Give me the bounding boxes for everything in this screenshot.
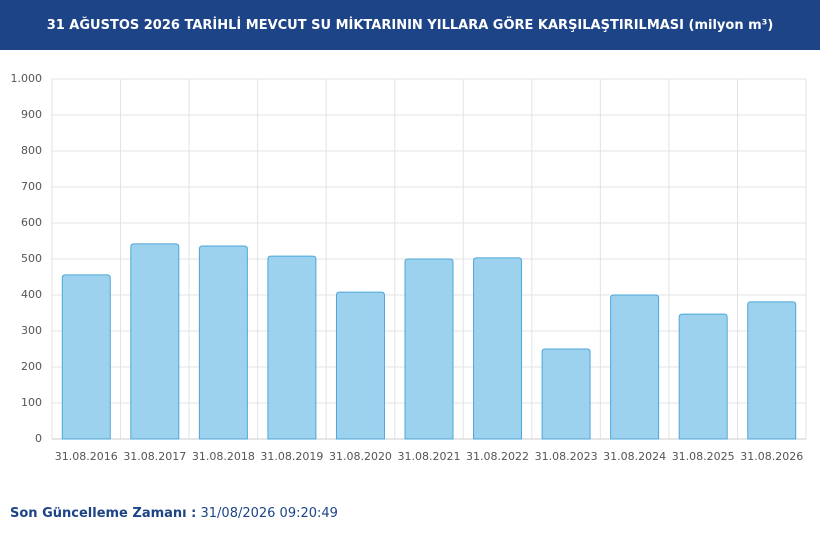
x-tick-label: 31.08.2024 xyxy=(603,450,666,463)
footer-label: Son Güncelleme Zamanı : xyxy=(10,506,197,521)
x-tick-label: 31.08.2026 xyxy=(740,450,803,463)
bar xyxy=(747,301,797,440)
y-tick-label: 0 xyxy=(35,432,42,445)
y-tick-label: 900 xyxy=(21,108,42,121)
x-tick-label: 31.08.2025 xyxy=(672,450,735,463)
bar xyxy=(335,291,385,440)
y-tick-label: 800 xyxy=(21,144,42,157)
footer: Son Güncelleme Zamanı : 31/08/2026 09:20… xyxy=(10,506,338,521)
bar xyxy=(198,245,248,440)
y-tick-label: 700 xyxy=(21,180,42,193)
y-tick-label: 600 xyxy=(21,216,42,229)
y-tick-label: 100 xyxy=(21,396,42,409)
x-tick-label: 31.08.2022 xyxy=(466,450,529,463)
bar xyxy=(267,255,317,440)
y-tick-label: 1.000 xyxy=(11,72,43,85)
bar xyxy=(610,294,660,440)
bar xyxy=(678,313,728,440)
bar xyxy=(541,348,591,440)
y-tick-label: 200 xyxy=(21,360,42,373)
header-title: 31 AĞUSTOS 2026 TARİHLİ MEVCUT SU MİKTAR… xyxy=(0,0,820,50)
x-tick-label: 31.08.2016 xyxy=(55,450,118,463)
x-tick-label: 31.08.2023 xyxy=(535,450,598,463)
bar xyxy=(404,258,454,440)
x-tick-label: 31.08.2020 xyxy=(329,450,392,463)
footer-value: 31/08/2026 09:20:49 xyxy=(200,506,338,521)
chart: 0 100 200 300 400 500 600 700 800 900 1.000 31.08.2… xyxy=(11,72,807,463)
y-tick-label: 300 xyxy=(21,324,42,337)
y-tick-label: 400 xyxy=(21,288,42,301)
x-tick-label: 31.08.2021 xyxy=(398,450,461,463)
x-tick-label: 31.08.2018 xyxy=(192,450,255,463)
bar xyxy=(130,243,180,440)
bar xyxy=(61,274,111,440)
x-tick-label: 31.08.2019 xyxy=(260,450,323,463)
bar xyxy=(473,257,523,440)
x-tick-label: 31.08.2017 xyxy=(123,450,186,463)
y-tick-label: 500 xyxy=(21,252,42,265)
